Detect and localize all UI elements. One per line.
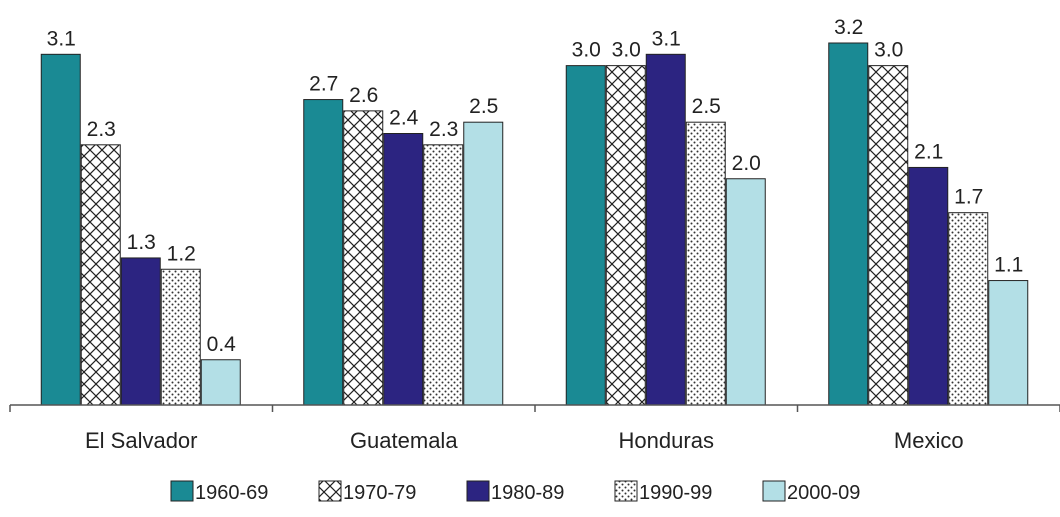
value-label: 1.2 — [167, 242, 196, 265]
legend-swatch-1990-99 — [614, 480, 638, 502]
bar-1990-99-honduras — [685, 121, 726, 406]
bar-1980-89-honduras — [645, 53, 686, 406]
bar-1970-79-honduras — [605, 65, 646, 406]
value-label: 2.1 — [914, 140, 943, 163]
bar-1980-89-el-salvador — [120, 257, 161, 406]
bar-1990-99-guatemala — [423, 144, 464, 406]
value-label: 2.5 — [469, 95, 498, 118]
value-label: 3.2 — [834, 16, 863, 39]
value-label: 2.7 — [309, 73, 338, 96]
value-label: 2.0 — [732, 152, 761, 175]
legend-swatch-1970-79 — [318, 480, 342, 502]
bar-1980-89-mexico — [908, 166, 949, 406]
value-label: 3.1 — [652, 27, 681, 50]
legend-label: 2000-09 — [787, 482, 860, 504]
value-label: 2.6 — [349, 84, 378, 107]
value-label: 1.3 — [127, 231, 156, 254]
legend-label: 1980-89 — [491, 482, 564, 504]
bar-1960-69-mexico — [828, 42, 869, 406]
value-label: 1.1 — [994, 254, 1023, 277]
bar-1990-99-el-salvador — [160, 268, 201, 406]
value-labels-layer: 3.1 2.3 1.3 1.2 0.4 2.7 2.6 2.4 2.3 2.5 3.0 3.0 3.1 2… — [47, 16, 1024, 356]
value-label: 2.4 — [389, 107, 419, 130]
bar-1960-69-honduras — [565, 65, 606, 406]
legend-label: 1990-99 — [639, 482, 712, 504]
bar-2000-09-el-salvador — [200, 359, 241, 406]
legend-swatch-1960-69 — [170, 480, 194, 502]
value-label: 1.7 — [954, 186, 983, 209]
bar-2000-09-guatemala — [463, 121, 504, 406]
value-label: 2.5 — [692, 95, 721, 118]
legend-swatch-2000-09 — [762, 480, 786, 502]
x-tick-label: Mexico — [894, 428, 964, 453]
bar-2000-09-mexico — [988, 280, 1029, 406]
value-label: 3.0 — [874, 39, 903, 62]
value-label: 3.1 — [47, 27, 76, 50]
bar-1970-79-el-salvador — [80, 144, 121, 406]
value-label: 2.3 — [87, 118, 116, 141]
bar-2000-09-honduras — [725, 178, 766, 406]
x-tick-labels: El Salvador Guatemala Honduras Mexico — [85, 428, 964, 453]
x-axis — [9, 404, 1060, 412]
x-tick-label: El Salvador — [85, 428, 198, 453]
bar-1960-69-guatemala — [303, 99, 344, 406]
legend: 1960-69 1970-79 1980-89 1990-99 2000-09 — [170, 480, 860, 504]
bar-1970-79-guatemala — [343, 110, 384, 406]
bars-layer — [40, 42, 1029, 406]
legend-label: 1970-79 — [343, 482, 416, 504]
x-tick-label: Honduras — [619, 428, 714, 453]
legend-label: 1960-69 — [195, 482, 268, 504]
bar-1990-99-mexico — [948, 212, 989, 406]
bar-1980-89-guatemala — [383, 133, 424, 406]
legend-swatch-1980-89 — [466, 480, 490, 502]
bar-1970-79-mexico — [868, 65, 909, 406]
bar-1960-69-el-salvador — [40, 53, 81, 406]
value-label: 3.0 — [572, 39, 601, 62]
value-label: 2.3 — [429, 118, 458, 141]
x-tick-label: Guatemala — [350, 428, 458, 453]
value-label: 0.4 — [207, 333, 237, 356]
value-label: 3.0 — [612, 39, 641, 62]
